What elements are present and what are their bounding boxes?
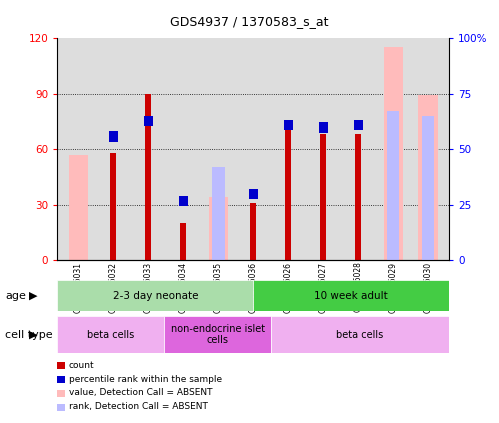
Bar (384, 47, 403, 260)
Bar (179, 196, 188, 206)
Bar (253, 280, 449, 311)
Bar (180, 223, 187, 260)
Text: beta cells: beta cells (336, 330, 384, 340)
Bar (110, 153, 116, 260)
Bar (249, 189, 257, 199)
Bar (145, 93, 152, 260)
Bar (387, 111, 399, 260)
Text: count: count (69, 360, 94, 370)
Bar (69, 155, 88, 260)
Text: age: age (5, 291, 26, 301)
Text: value, Detection Call = ABSENT: value, Detection Call = ABSENT (69, 388, 213, 398)
Bar (354, 120, 363, 130)
Bar (320, 135, 326, 260)
Bar (422, 116, 434, 260)
Text: 10 week adult: 10 week adult (314, 291, 388, 301)
Text: non-endocrine islet
cells: non-endocrine islet cells (171, 324, 264, 346)
Bar (212, 167, 225, 260)
Bar (355, 135, 361, 260)
Bar (57, 316, 164, 353)
Bar (284, 120, 292, 130)
Bar (109, 132, 118, 142)
Text: cell type: cell type (5, 330, 52, 340)
Bar (250, 203, 256, 260)
Bar (319, 123, 327, 133)
Bar (164, 316, 271, 353)
Text: beta cells: beta cells (87, 330, 134, 340)
Bar (271, 316, 449, 353)
Bar (285, 121, 291, 260)
Text: ▶: ▶ (29, 291, 38, 301)
Text: 2-3 day neonate: 2-3 day neonate (113, 291, 198, 301)
Bar (57, 280, 253, 311)
Text: GDS4937 / 1370583_s_at: GDS4937 / 1370583_s_at (170, 15, 329, 28)
Text: ▶: ▶ (29, 330, 38, 340)
Bar (209, 197, 228, 260)
Text: rank, Detection Call = ABSENT: rank, Detection Call = ABSENT (69, 402, 208, 412)
Bar (419, 96, 438, 260)
Text: percentile rank within the sample: percentile rank within the sample (69, 374, 222, 384)
Bar (144, 116, 153, 126)
